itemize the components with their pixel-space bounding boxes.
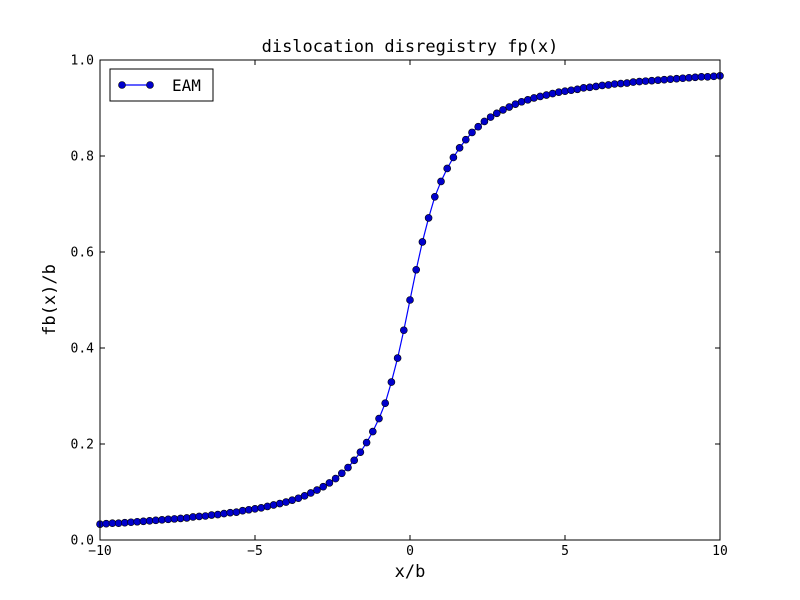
data-point (461, 135, 470, 144)
data-point (505, 103, 514, 111)
x-axis-label: x/b (395, 562, 426, 582)
data-point (623, 79, 631, 87)
data-point (499, 106, 507, 114)
data-point (412, 265, 421, 274)
data-point (350, 456, 359, 465)
data-point (406, 296, 414, 304)
data-point (331, 474, 340, 483)
data-point (257, 504, 266, 512)
data-point (220, 509, 228, 518)
data-point (592, 82, 600, 91)
y-tick-label: 0.8 (71, 150, 94, 165)
data-point (443, 164, 452, 173)
plot-frame (99, 59, 721, 541)
data-point (449, 153, 458, 162)
y-tick-label: 0.2 (71, 438, 94, 453)
data-point (604, 81, 613, 89)
chart-title: dislocation disregistry fp(x) (262, 37, 559, 57)
data-point (362, 438, 371, 447)
data-point (245, 505, 253, 514)
data-point (530, 94, 538, 102)
y-axis-label: fb(x)/b (40, 264, 60, 336)
data-point (536, 92, 545, 101)
legend: EAM (109, 68, 214, 102)
data-point (561, 87, 569, 95)
data-point (474, 122, 483, 131)
data-point (375, 414, 383, 423)
data-point (492, 109, 501, 118)
x-tick-label: −10 (88, 544, 111, 559)
y-tick-label: 1.0 (71, 54, 94, 69)
data-point (486, 113, 495, 121)
axis-ticks: −10 −5 0 5 10 0.0 0.2 0.4 0.6 0.8 1.0 (71, 54, 728, 560)
data-point (393, 354, 402, 362)
data-point (313, 486, 321, 494)
data-point (424, 214, 433, 222)
x-tick-label: 10 (712, 544, 728, 559)
data-point (337, 469, 346, 478)
data-point (468, 128, 476, 137)
data-point (542, 91, 551, 99)
data-point (275, 499, 284, 508)
data-point (573, 85, 582, 94)
data-point (548, 89, 557, 98)
x-tick-label: 0 (406, 544, 414, 559)
data-point (319, 482, 328, 491)
data-point (269, 501, 278, 509)
data-point (437, 177, 445, 186)
data-point (585, 83, 594, 92)
data-point (418, 238, 427, 246)
data-point (356, 448, 365, 456)
data-point (325, 479, 334, 487)
data-point (554, 88, 563, 96)
data-point (201, 512, 210, 520)
data-point (344, 463, 352, 472)
data-point (263, 502, 272, 511)
data-point (387, 378, 396, 386)
plot-area (96, 72, 724, 528)
data-point (306, 489, 315, 497)
data-point (430, 193, 439, 201)
legend-label-eam: EAM (172, 76, 201, 95)
y-tick-label: 0.6 (71, 246, 94, 261)
x-tick-label: −5 (247, 544, 263, 559)
data-point (480, 117, 489, 126)
data-point (368, 427, 377, 436)
y-tick-label: 0.0 (71, 534, 94, 549)
data-point (232, 508, 241, 516)
data-point (381, 399, 390, 408)
legend-marker-eam (118, 81, 126, 89)
data-point (214, 510, 222, 519)
data-point (300, 492, 309, 500)
x-tick-label: 5 (561, 544, 569, 559)
data-point (238, 506, 247, 515)
data-point (399, 326, 408, 335)
y-tick-label: 0.4 (71, 342, 95, 357)
data-point (183, 514, 191, 522)
data-point (455, 144, 464, 152)
data-point (567, 86, 576, 95)
data-point (251, 504, 259, 513)
legend-marker-eam (146, 81, 154, 89)
